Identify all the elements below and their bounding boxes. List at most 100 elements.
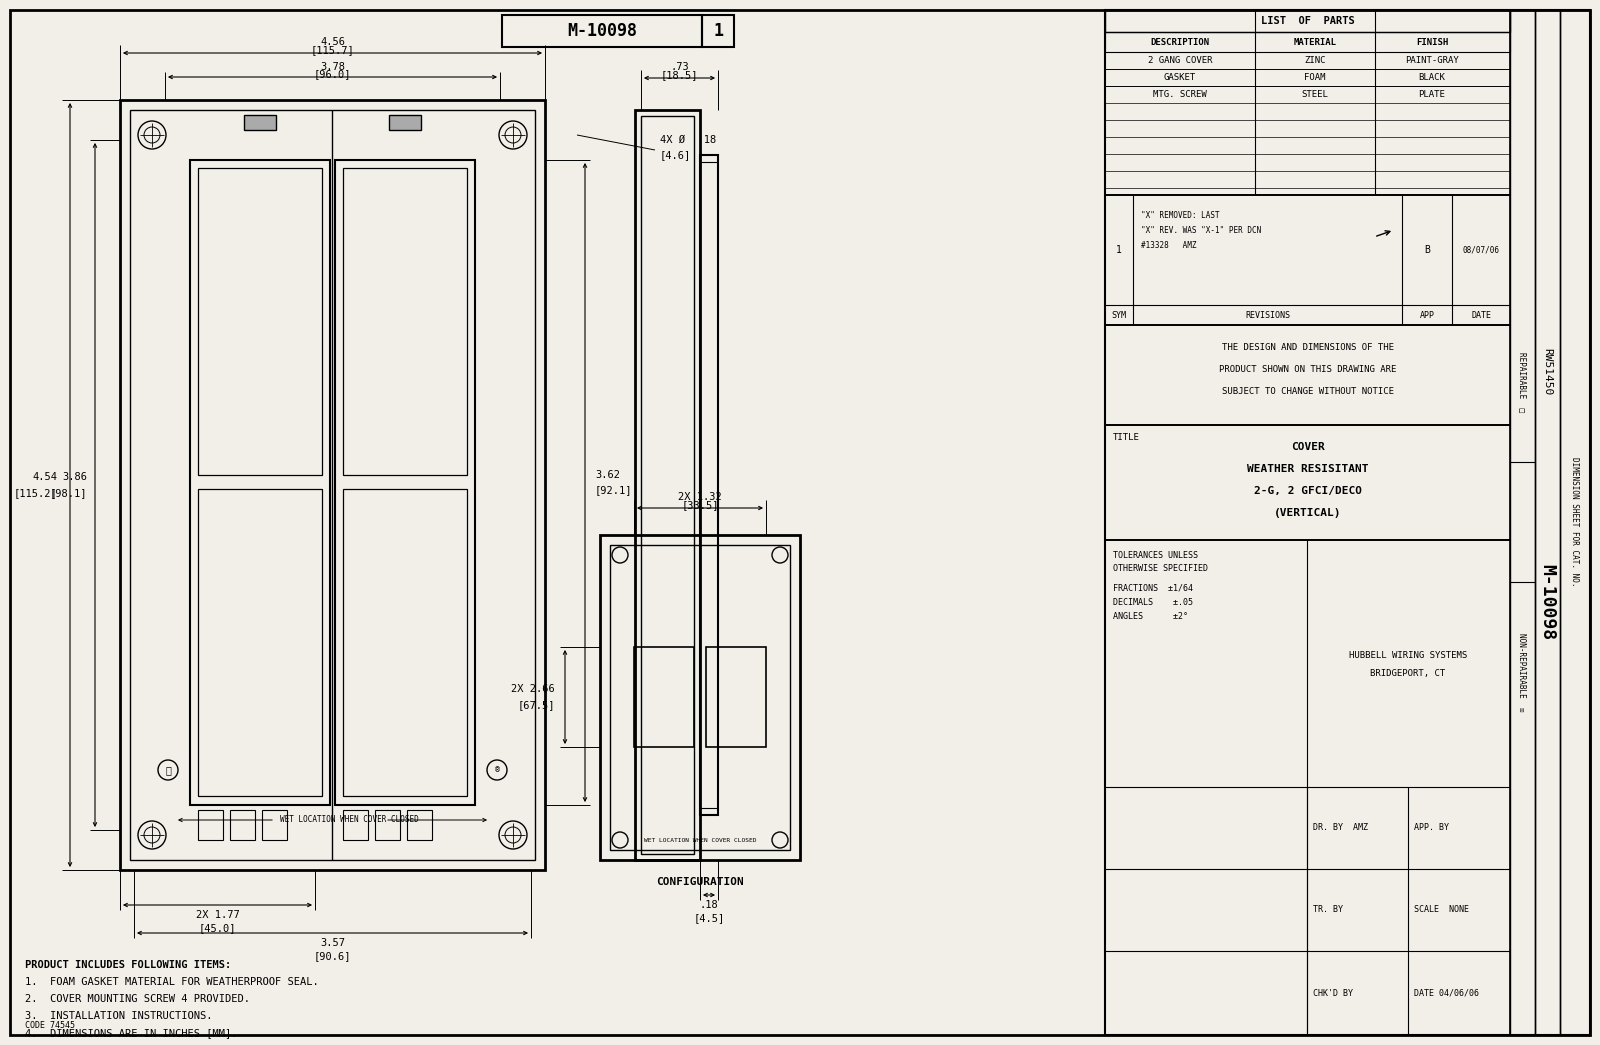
Text: [115.2]: [115.2] — [13, 488, 58, 498]
Text: FRACTIONS  ±1/64: FRACTIONS ±1/64 — [1114, 583, 1194, 593]
Text: FINISH: FINISH — [1416, 38, 1448, 46]
Bar — [342, 489, 467, 796]
Text: [18.5]: [18.5] — [661, 70, 698, 80]
Text: DECIMALS    ±.05: DECIMALS ±.05 — [1114, 598, 1194, 606]
Bar — [1106, 540, 1510, 1035]
Text: REVISIONS: REVISIONS — [1245, 310, 1290, 320]
Text: .73: .73 — [670, 62, 690, 72]
Text: 3.57: 3.57 — [320, 938, 346, 948]
Bar — [198, 489, 322, 796]
Bar — [342, 810, 368, 840]
Text: SYM: SYM — [1112, 310, 1126, 320]
Text: .18: .18 — [699, 900, 718, 910]
Bar — [334, 160, 475, 805]
Text: B: B — [1424, 245, 1430, 255]
Text: BRIDGEPORT, CT: BRIDGEPORT, CT — [1370, 669, 1446, 678]
Text: TITLE: TITLE — [1114, 433, 1139, 441]
Text: DATE: DATE — [1470, 310, 1491, 320]
Text: 2-G, 2 GFCI/DECO: 2-G, 2 GFCI/DECO — [1253, 486, 1362, 496]
Text: 3.62: 3.62 — [595, 469, 621, 480]
Text: [33.5]: [33.5] — [682, 500, 718, 510]
Bar — [198, 168, 322, 475]
Text: ®: ® — [494, 766, 499, 774]
Text: MATERIAL: MATERIAL — [1293, 38, 1336, 46]
Bar — [702, 15, 734, 47]
Text: SUBJECT TO CHANGE WITHOUT NOTICE: SUBJECT TO CHANGE WITHOUT NOTICE — [1221, 387, 1394, 395]
Text: HUBBELL WIRING SYSTEMS: HUBBELL WIRING SYSTEMS — [1349, 651, 1467, 660]
Bar — [262, 810, 286, 840]
Bar — [706, 647, 766, 747]
Text: REPAIRABLE  □: REPAIRABLE □ — [1517, 352, 1526, 412]
Bar — [1106, 10, 1590, 1035]
Text: WET LOCATION WHEN COVER CLOSED: WET LOCATION WHEN COVER CLOSED — [643, 837, 757, 842]
Text: [4.5]: [4.5] — [693, 913, 725, 923]
Bar — [1106, 195, 1510, 325]
Bar — [245, 115, 277, 130]
Text: GASKET: GASKET — [1163, 73, 1197, 82]
Bar — [1106, 325, 1510, 425]
Text: 3.78: 3.78 — [320, 62, 346, 72]
Text: M-10098: M-10098 — [1538, 564, 1555, 640]
Text: APP. BY: APP. BY — [1414, 823, 1450, 833]
Text: FOAM: FOAM — [1304, 73, 1326, 82]
Text: [98.1]: [98.1] — [50, 488, 86, 498]
Bar — [120, 100, 546, 870]
Text: [67.5]: [67.5] — [517, 700, 555, 710]
Text: 2 GANG COVER: 2 GANG COVER — [1147, 56, 1213, 65]
Bar — [1106, 10, 1510, 32]
Text: APP: APP — [1419, 310, 1435, 320]
Text: CODE 74545: CODE 74545 — [26, 1021, 75, 1029]
Text: [96.0]: [96.0] — [314, 69, 352, 79]
Text: 1: 1 — [714, 22, 723, 40]
Text: BLACK: BLACK — [1419, 73, 1445, 82]
Text: 3.  INSTALLATION INSTRUCTIONS.: 3. INSTALLATION INSTRUCTIONS. — [26, 1011, 213, 1021]
Bar — [642, 116, 694, 854]
Bar — [1106, 425, 1510, 540]
Text: M-10098: M-10098 — [566, 22, 637, 40]
Text: NON-REPAIRABLE  ☒: NON-REPAIRABLE ☒ — [1517, 632, 1526, 712]
Text: STEEL: STEEL — [1301, 90, 1328, 99]
Text: [115.7]: [115.7] — [310, 45, 354, 55]
Text: 4.56: 4.56 — [320, 37, 346, 47]
Text: 2X 2.66: 2X 2.66 — [512, 684, 555, 694]
Text: #13328   AMZ: #13328 AMZ — [1141, 240, 1197, 250]
Text: TOLERANCES UNLESS: TOLERANCES UNLESS — [1114, 551, 1198, 559]
Text: 2X 1.77: 2X 1.77 — [195, 910, 240, 920]
Text: ANGLES      ±2°: ANGLES ±2° — [1114, 611, 1187, 621]
Text: 4.  DIMENSIONS ARE IN INCHES [MM].: 4. DIMENSIONS ARE IN INCHES [MM]. — [26, 1028, 237, 1038]
Text: 4X Ø  .18: 4X Ø .18 — [661, 135, 717, 145]
Text: OTHERWISE SPECIFIED: OTHERWISE SPECIFIED — [1114, 563, 1208, 573]
Bar — [1534, 10, 1560, 1035]
Text: PLATE: PLATE — [1419, 90, 1445, 99]
Text: 3.86: 3.86 — [62, 472, 86, 482]
Text: (VERTICAL): (VERTICAL) — [1274, 508, 1341, 518]
Text: PRODUCT SHOWN ON THIS DRAWING ARE: PRODUCT SHOWN ON THIS DRAWING ARE — [1219, 365, 1397, 373]
Text: CHK'D BY: CHK'D BY — [1314, 989, 1354, 998]
Bar — [1106, 32, 1510, 52]
Bar — [1510, 10, 1534, 1035]
Text: 1.  FOAM GASKET MATERIAL FOR WEATHERPROOF SEAL.: 1. FOAM GASKET MATERIAL FOR WEATHERPROOF… — [26, 977, 318, 986]
Text: THE DESIGN AND DIMENSIONS OF THE: THE DESIGN AND DIMENSIONS OF THE — [1221, 343, 1394, 351]
Text: DR. BY  AMZ: DR. BY AMZ — [1314, 823, 1368, 833]
Bar — [130, 110, 534, 860]
Text: PAINT-GRAY: PAINT-GRAY — [1405, 56, 1459, 65]
Bar — [389, 115, 421, 130]
Text: 2X 1.32: 2X 1.32 — [678, 492, 722, 502]
Text: 2.  COVER MOUNTING SCREW 4 PROVIDED.: 2. COVER MOUNTING SCREW 4 PROVIDED. — [26, 994, 250, 1004]
Text: TR. BY: TR. BY — [1314, 906, 1342, 914]
Text: "X" REV. WAS "X-1" PER DCN: "X" REV. WAS "X-1" PER DCN — [1141, 226, 1261, 234]
Text: DATE 04/06/06: DATE 04/06/06 — [1414, 989, 1478, 998]
Text: ZINC: ZINC — [1304, 56, 1326, 65]
Text: "X" REMOVED: LAST: "X" REMOVED: LAST — [1141, 210, 1219, 219]
Bar — [634, 647, 694, 747]
Text: SCALE  NONE: SCALE NONE — [1414, 906, 1469, 914]
Text: LIST  OF  PARTS: LIST OF PARTS — [1261, 16, 1354, 26]
Bar — [600, 535, 800, 860]
Text: DIMENSION SHEET FOR CAT. NO.: DIMENSION SHEET FOR CAT. NO. — [1571, 458, 1579, 586]
Bar — [502, 15, 702, 47]
Text: [90.6]: [90.6] — [314, 951, 352, 961]
Text: WET LOCATION WHEN COVER CLOSED: WET LOCATION WHEN COVER CLOSED — [280, 815, 419, 825]
Text: MTG. SCREW: MTG. SCREW — [1154, 90, 1206, 99]
Bar — [610, 545, 790, 850]
Bar — [230, 810, 254, 840]
